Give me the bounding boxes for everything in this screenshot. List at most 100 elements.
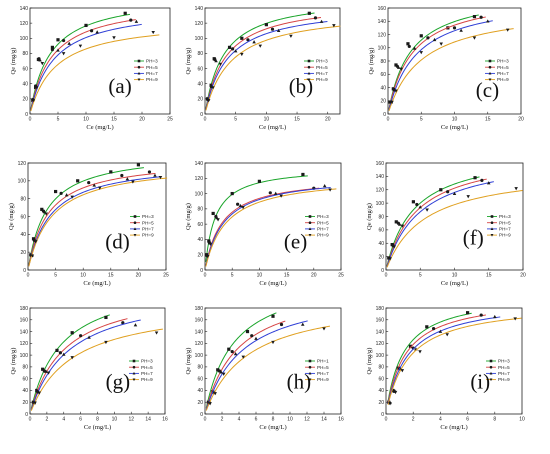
x-tick-label: 8 <box>272 417 275 423</box>
data-point <box>411 200 415 204</box>
y-tick-label: 100 <box>18 179 27 185</box>
legend-label: PH=3 <box>499 214 511 219</box>
y-tick-label: 180 <box>376 306 385 312</box>
legend-label: PH=5 <box>497 65 509 70</box>
y-tick-label: 0 <box>200 268 203 274</box>
y-tick-label: 120 <box>195 21 204 27</box>
data-point <box>33 240 38 244</box>
data-point <box>432 37 437 42</box>
fit-curve-2 <box>205 187 320 266</box>
data-point <box>153 173 157 177</box>
y-tick-label: 20 <box>22 400 28 406</box>
y-tick-label: 100 <box>195 191 204 197</box>
fit-curve-3 <box>205 187 331 267</box>
x-tick-label: 6 <box>79 417 82 423</box>
data-point <box>322 327 326 331</box>
data-point <box>227 347 231 351</box>
data-point <box>408 344 413 348</box>
data-point <box>459 28 463 32</box>
data-point <box>264 23 268 27</box>
x-tick-label: 12 <box>304 417 310 423</box>
legend-label: PH=7 <box>497 71 509 76</box>
data-point <box>307 59 311 63</box>
data-point <box>250 334 254 338</box>
data-point <box>412 46 417 50</box>
data-point <box>388 257 392 261</box>
y-tick-label: 80 <box>378 365 384 371</box>
data-point <box>439 42 443 46</box>
data-point <box>308 221 312 224</box>
fit-curve-1 <box>30 13 131 110</box>
fit-curve-3 <box>30 23 142 111</box>
data-point <box>133 323 138 327</box>
x-tick-label: 4 <box>439 417 442 423</box>
x-tick-label: 10 <box>264 117 270 123</box>
data-point <box>216 218 220 222</box>
x-tick-label: 5 <box>419 273 422 279</box>
data-point <box>132 371 136 375</box>
x-tick-label: 4 <box>62 417 65 423</box>
data-point <box>490 215 494 218</box>
data-point <box>271 314 275 318</box>
fit-curve-3 <box>205 320 308 410</box>
legend-label: PH=9 <box>141 377 153 382</box>
legend-label: PH=3 <box>146 59 158 64</box>
x-tick-label: 10 <box>452 273 458 279</box>
y-tick-label: 60 <box>20 214 26 220</box>
data-point <box>270 27 275 31</box>
data-point <box>214 59 218 63</box>
data-point <box>419 51 424 55</box>
fit-curve-1 <box>388 14 479 109</box>
y-tick-label: 20 <box>197 97 203 103</box>
x-axis-label: Ce (mg/L) <box>259 124 286 131</box>
y-tick-label: 80 <box>197 207 203 213</box>
y-tick-label: 80 <box>378 214 384 220</box>
fit-curve-1 <box>205 312 277 409</box>
data-point <box>472 36 477 40</box>
y-tick-label: 80 <box>22 51 28 57</box>
y-tick-label: 120 <box>20 21 29 27</box>
fit-curve-2 <box>28 172 156 266</box>
x-tick-label: 8 <box>96 417 99 423</box>
data-point <box>132 365 136 369</box>
x-tick-label: 2 <box>45 417 48 423</box>
data-point <box>388 402 392 406</box>
data-point <box>268 191 272 195</box>
data-point <box>322 184 327 188</box>
data-point <box>34 86 39 90</box>
y-tick-label: 160 <box>376 318 385 324</box>
panel-label: (b) <box>289 74 314 98</box>
plot-frame <box>204 162 342 271</box>
data-point <box>396 65 401 69</box>
y-tick-label: 140 <box>20 329 29 335</box>
legend-label: PH=3 <box>497 59 509 64</box>
data-point <box>31 99 36 103</box>
data-point <box>120 173 124 178</box>
x-tick-label: 10 <box>452 117 458 123</box>
data-point <box>473 176 477 180</box>
fit-curve-4 <box>205 25 341 111</box>
data-point <box>505 28 510 32</box>
data-point <box>137 78 141 82</box>
y-tick-label: 60 <box>22 66 28 72</box>
y-tick-label: 120 <box>20 341 29 347</box>
data-point <box>400 369 405 373</box>
data-point <box>472 15 477 19</box>
y-tick-label: 120 <box>376 341 385 347</box>
y-tick-label: 60 <box>378 376 384 382</box>
y-tick-label: 20 <box>378 254 384 260</box>
x-tick-label: 14 <box>145 417 151 423</box>
data-point <box>432 327 436 331</box>
data-point <box>279 322 284 327</box>
data-point <box>158 175 163 180</box>
data-point <box>70 331 74 335</box>
x-tick-label: 8 <box>493 417 496 423</box>
legend-label: PH=7 <box>498 371 510 376</box>
x-tick-label: 20 <box>311 273 317 279</box>
data-point <box>246 38 250 42</box>
data-point <box>132 359 136 363</box>
fit-curve-1 <box>28 167 144 265</box>
chart-panel-3: 0 5 10 15 20 0 20 40 60 80 100 120 140 160 Ce (mg/L) Qe… <box>368 6 524 131</box>
data-point <box>415 202 419 207</box>
